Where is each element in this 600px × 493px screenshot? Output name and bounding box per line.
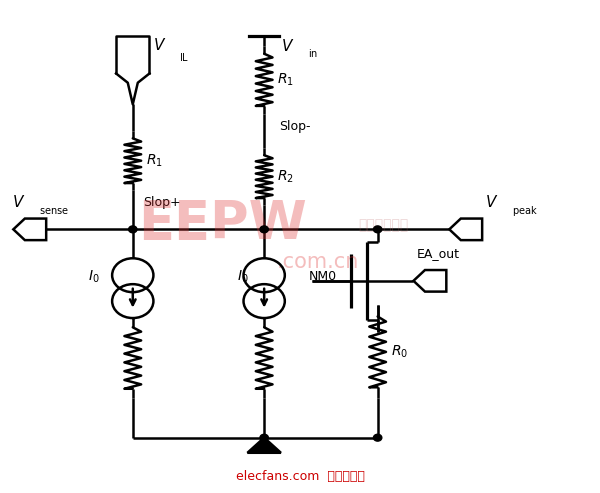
Text: $V$: $V$ bbox=[281, 37, 294, 54]
Circle shape bbox=[260, 434, 268, 441]
Polygon shape bbox=[13, 218, 46, 240]
Text: $R_2$: $R_2$ bbox=[277, 169, 294, 185]
Text: EA_out: EA_out bbox=[416, 247, 460, 260]
Polygon shape bbox=[247, 438, 281, 453]
Text: NM0: NM0 bbox=[309, 270, 337, 283]
Text: $\mathregular{peak}$: $\mathregular{peak}$ bbox=[512, 204, 538, 218]
Text: $\mathregular{in}$: $\mathregular{in}$ bbox=[308, 47, 318, 59]
Polygon shape bbox=[449, 218, 482, 240]
Text: EEPW: EEPW bbox=[138, 199, 307, 250]
Text: $V$: $V$ bbox=[153, 37, 166, 53]
Circle shape bbox=[373, 434, 382, 441]
Text: $I_0$: $I_0$ bbox=[237, 268, 249, 284]
Text: Slop+: Slop+ bbox=[143, 196, 181, 209]
Text: 電子產品世界: 電子產品世界 bbox=[358, 218, 409, 232]
Text: elecfans.com  电子发烧友: elecfans.com 电子发烧友 bbox=[236, 470, 364, 483]
Text: $R_1$: $R_1$ bbox=[277, 71, 294, 88]
Text: Slop-: Slop- bbox=[279, 120, 311, 133]
Circle shape bbox=[128, 226, 137, 233]
Text: $\mathregular{IL}$: $\mathregular{IL}$ bbox=[179, 51, 190, 63]
Text: .com.cn: .com.cn bbox=[277, 252, 359, 272]
Circle shape bbox=[373, 226, 382, 233]
Text: $\mathregular{sense}$: $\mathregular{sense}$ bbox=[39, 206, 69, 216]
Circle shape bbox=[260, 226, 268, 233]
Text: $R_0$: $R_0$ bbox=[391, 344, 408, 360]
Text: $R_1$: $R_1$ bbox=[146, 152, 163, 169]
Polygon shape bbox=[413, 270, 446, 291]
Text: $V$: $V$ bbox=[485, 194, 499, 211]
Text: $V$: $V$ bbox=[12, 194, 25, 211]
Text: $I_0$: $I_0$ bbox=[88, 268, 100, 284]
